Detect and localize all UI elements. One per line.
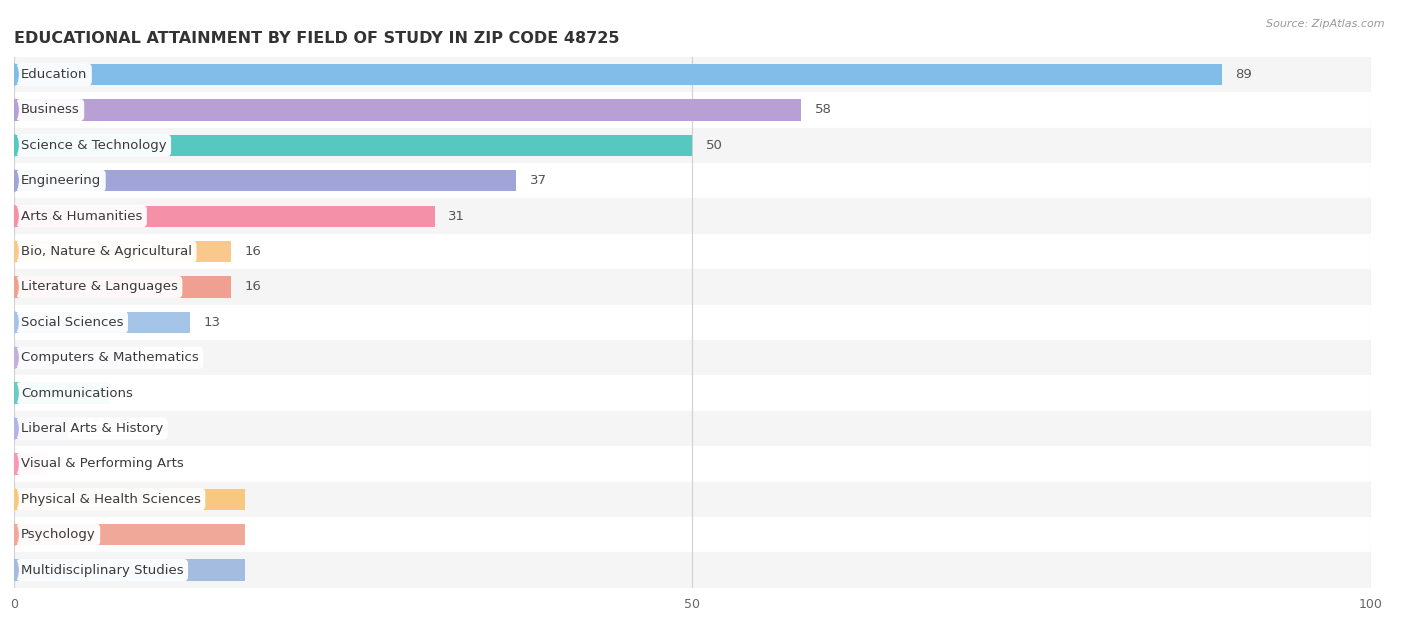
Text: Literature & Languages: Literature & Languages — [21, 281, 177, 293]
Bar — [14, 269, 1371, 305]
Circle shape — [10, 524, 18, 545]
Bar — [14, 241, 231, 262]
Text: Arts & Humanities: Arts & Humanities — [21, 210, 142, 222]
Text: Education: Education — [21, 68, 87, 81]
Bar — [14, 382, 110, 404]
Bar — [14, 163, 1371, 198]
Text: Source: ZipAtlas.com: Source: ZipAtlas.com — [1267, 19, 1385, 29]
Circle shape — [10, 347, 18, 368]
Text: Science & Technology: Science & Technology — [21, 139, 166, 152]
Bar — [14, 340, 1371, 375]
Circle shape — [10, 241, 18, 262]
Text: 16: 16 — [245, 281, 262, 293]
Bar — [14, 347, 136, 368]
Bar — [14, 305, 1371, 340]
Circle shape — [10, 559, 18, 581]
Text: Business: Business — [21, 104, 80, 116]
Text: 89: 89 — [1234, 68, 1251, 81]
Text: Social Sciences: Social Sciences — [21, 316, 124, 329]
Bar — [14, 276, 231, 298]
Circle shape — [10, 276, 18, 298]
Circle shape — [10, 205, 18, 227]
Text: 37: 37 — [530, 174, 547, 187]
Bar — [14, 135, 692, 156]
Text: 4: 4 — [82, 422, 90, 435]
Bar — [14, 57, 1371, 92]
Text: 0: 0 — [28, 564, 37, 576]
Circle shape — [10, 170, 18, 191]
Text: Computers & Mathematics: Computers & Mathematics — [21, 351, 198, 364]
Text: Physical & Health Sciences: Physical & Health Sciences — [21, 493, 201, 506]
Bar — [14, 170, 516, 191]
Circle shape — [10, 418, 18, 439]
Text: Bio, Nature & Agricultural: Bio, Nature & Agricultural — [21, 245, 191, 258]
Bar — [14, 482, 1371, 517]
Bar — [14, 418, 69, 439]
Text: 13: 13 — [204, 316, 221, 329]
Text: EDUCATIONAL ATTAINMENT BY FIELD OF STUDY IN ZIP CODE 48725: EDUCATIONAL ATTAINMENT BY FIELD OF STUDY… — [14, 31, 620, 46]
Text: Communications: Communications — [21, 387, 132, 399]
Bar — [14, 205, 434, 227]
Bar — [14, 375, 1371, 411]
Text: Engineering: Engineering — [21, 174, 101, 187]
Text: Multidisciplinary Studies: Multidisciplinary Studies — [21, 564, 183, 576]
Circle shape — [10, 99, 18, 121]
Bar — [14, 524, 245, 545]
Text: 9: 9 — [150, 351, 157, 364]
Text: 2: 2 — [55, 458, 63, 470]
Bar — [14, 411, 1371, 446]
Circle shape — [10, 382, 18, 404]
Text: 0: 0 — [28, 528, 37, 541]
Bar — [14, 517, 1371, 552]
Bar — [14, 312, 190, 333]
Bar — [14, 64, 1222, 85]
Circle shape — [10, 64, 18, 85]
Bar — [14, 128, 1371, 163]
Circle shape — [10, 453, 18, 475]
Bar — [14, 489, 245, 510]
Bar — [14, 552, 1371, 588]
Text: 31: 31 — [449, 210, 465, 222]
Text: Liberal Arts & History: Liberal Arts & History — [21, 422, 163, 435]
Bar — [14, 92, 1371, 128]
Circle shape — [10, 312, 18, 333]
Bar — [14, 99, 801, 121]
Bar — [14, 453, 41, 475]
Text: 50: 50 — [706, 139, 723, 152]
Bar — [14, 198, 1371, 234]
Text: 7: 7 — [122, 387, 131, 399]
Bar — [14, 446, 1371, 482]
Text: 58: 58 — [814, 104, 831, 116]
Bar — [14, 559, 245, 581]
Text: Visual & Performing Arts: Visual & Performing Arts — [21, 458, 184, 470]
Text: Psychology: Psychology — [21, 528, 96, 541]
Circle shape — [10, 489, 18, 510]
Bar — [14, 234, 1371, 269]
Text: 0: 0 — [28, 493, 37, 506]
Text: 16: 16 — [245, 245, 262, 258]
Circle shape — [10, 135, 18, 156]
